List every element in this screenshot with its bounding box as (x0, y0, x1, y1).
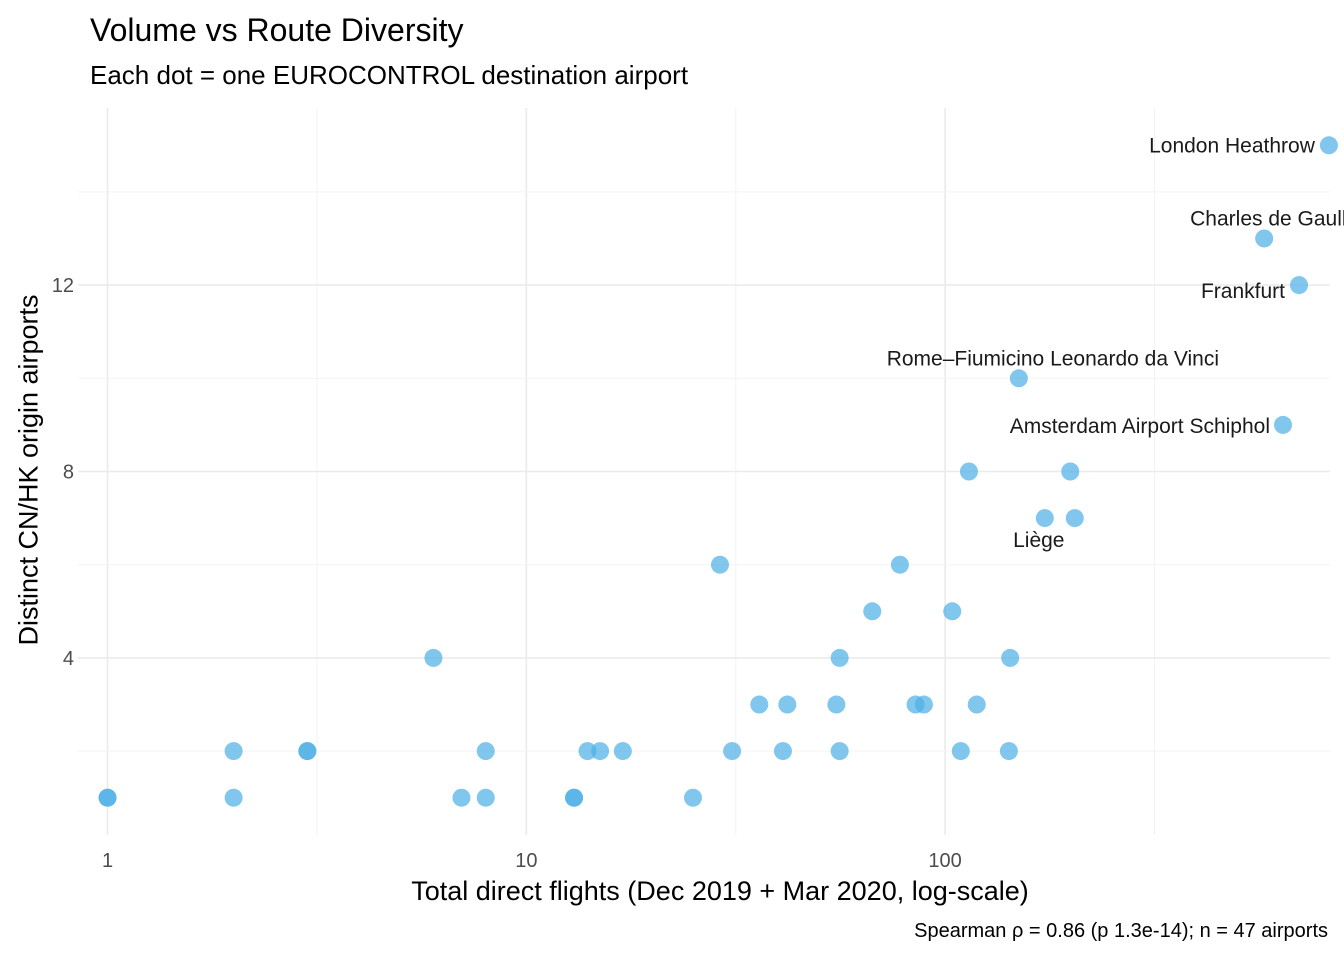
data-point (890, 555, 909, 574)
data-point (1035, 509, 1054, 528)
data-point (298, 742, 317, 761)
data-point (830, 648, 849, 667)
y-tick-label: 4 (63, 648, 74, 670)
data-point (1319, 136, 1338, 155)
data-point (914, 695, 933, 714)
x-tick-label: 10 (515, 850, 537, 872)
point-label: Amsterdam Airport Schiphol (1010, 415, 1270, 438)
data-point (1255, 229, 1274, 248)
data-point (863, 602, 882, 621)
y-tick-label: 12 (52, 275, 74, 297)
chart-title: Volume vs Route Diversity (90, 12, 464, 48)
point-label: Charles de Gaulle (1190, 207, 1344, 230)
data-point (476, 742, 495, 761)
data-points (98, 136, 1338, 807)
y-tick-label: 8 (63, 462, 74, 484)
point-label: Frankfurt (1201, 280, 1285, 303)
data-point (750, 695, 769, 714)
point-label: Rome–Fiumicino Leonardo da Vinci (887, 347, 1219, 370)
data-point (710, 555, 729, 574)
data-point (224, 742, 243, 761)
data-point (827, 695, 846, 714)
data-point (951, 742, 970, 761)
x-axis-label: Total direct flights (Dec 2019 + Mar 202… (411, 876, 1029, 906)
data-point (830, 742, 849, 761)
chart-caption: Spearman ρ = 0.86 (p 1.3e-14); n = 47 ai… (914, 920, 1328, 942)
data-point (1290, 276, 1309, 295)
data-point (773, 742, 792, 761)
data-point (683, 788, 702, 807)
y-axis-label: Distinct CN/HK origin airports (13, 294, 44, 646)
data-point (1274, 415, 1293, 434)
data-point (959, 462, 978, 481)
point-labels: Rome–Fiumicino Leonardo da Vinci Liège Cha… (887, 134, 1344, 552)
data-point (578, 742, 597, 761)
grid-lines (78, 108, 1330, 835)
data-point (613, 742, 632, 761)
data-point (1061, 462, 1080, 481)
data-point (452, 788, 471, 807)
data-point (476, 788, 495, 807)
axis-ticks: 1 10 100 4 8 12 (52, 275, 962, 872)
data-point (1009, 369, 1028, 388)
point-label: Liège (1013, 529, 1064, 552)
chart-subtitle: Each dot = one EUROCONTROL destination a… (90, 60, 689, 90)
x-tick-label: 100 (928, 850, 961, 872)
data-point (591, 742, 610, 761)
data-point (1001, 648, 1020, 667)
data-point (424, 648, 443, 667)
data-point (778, 695, 797, 714)
data-point (565, 788, 584, 807)
x-tick-label: 1 (102, 850, 113, 872)
data-point (967, 695, 986, 714)
data-point (1065, 509, 1084, 528)
data-point (723, 742, 742, 761)
data-point (224, 788, 243, 807)
data-point (999, 742, 1018, 761)
data-point (943, 602, 962, 621)
point-label: London Heathrow (1149, 134, 1316, 157)
data-point (98, 788, 117, 807)
